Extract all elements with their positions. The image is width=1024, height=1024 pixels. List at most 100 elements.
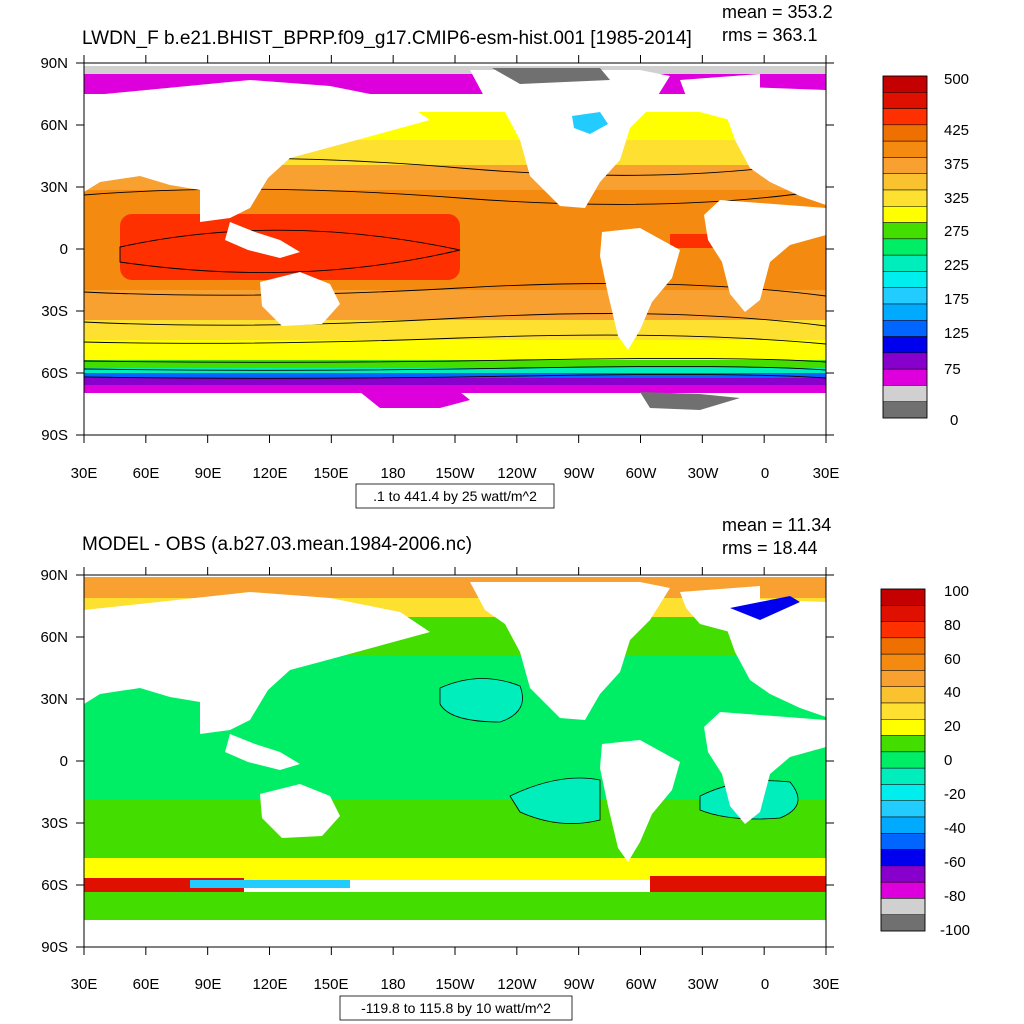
top-lon-label: 120W bbox=[497, 465, 537, 482]
top-zone-antarctic-purple bbox=[84, 378, 826, 386]
top-lon-label: 90E bbox=[195, 465, 222, 482]
top-land-south-america bbox=[600, 228, 680, 350]
bottom-zone-south-yellow bbox=[84, 858, 826, 880]
top-zone-south-green bbox=[84, 360, 826, 370]
bottom-colorbar-cell bbox=[880, 637, 926, 655]
bottom-colorbar-cell bbox=[880, 605, 926, 622]
bottom-lon-label: 60E bbox=[133, 976, 160, 993]
top-colorbar-label: 75 bbox=[944, 361, 961, 378]
bottom-colorbar-label: 20 bbox=[944, 718, 961, 735]
bottom-lon-labels: 30E 60E 90E 120E 150E 180 150W 120W 90W … bbox=[71, 976, 840, 993]
bottom-lon-label: 60W bbox=[626, 976, 658, 993]
bottom-colorbar-cell bbox=[880, 914, 926, 932]
top-colorbar-cell bbox=[882, 173, 928, 191]
top-subtitle: .1 to 441.4 by 25 watt/m^2 bbox=[373, 488, 537, 504]
top-lat-label: 60N bbox=[40, 117, 68, 134]
bottom-colorbar: 100 80 60 40 20 0 -20 -40 -60 -80 -100 bbox=[880, 583, 970, 939]
top-colorbar-label: 325 bbox=[944, 190, 969, 207]
top-colorbar-cell bbox=[882, 336, 928, 354]
bottom-lat-label: 30S bbox=[41, 815, 68, 832]
bottom-colorbar-cell bbox=[880, 800, 926, 818]
top-weddell-gray bbox=[640, 392, 740, 410]
top-lat-label: 30N bbox=[40, 179, 68, 196]
bottom-lon-label: 30E bbox=[71, 976, 98, 993]
bottom-lat-label: 90N bbox=[40, 567, 68, 584]
bottom-lon-label: 120W bbox=[497, 976, 537, 993]
top-colorbar-cell bbox=[882, 320, 928, 337]
bottom-land-north-america bbox=[470, 582, 670, 720]
top-zone-south-cyan bbox=[84, 368, 826, 374]
top-colorbar-label: 0 bbox=[950, 412, 958, 429]
top-colorbar-cell bbox=[882, 206, 928, 223]
top-colorbar: 500 425 375 325 275 225 175 125 75 0 bbox=[882, 71, 969, 429]
bottom-lon-label: 30W bbox=[688, 976, 720, 993]
bottom-lat-label: 60N bbox=[40, 629, 68, 646]
bottom-colorbar-label: 80 bbox=[944, 617, 961, 634]
top-colorbar-cell bbox=[882, 352, 928, 370]
axis-tick-marks bbox=[76, 55, 834, 443]
top-colorbar-cell bbox=[882, 254, 928, 272]
top-colorbar-cell bbox=[882, 124, 928, 142]
top-lon-label: 30W bbox=[688, 465, 720, 482]
bottom-lon-label: 150W bbox=[435, 976, 475, 993]
bottom-land-maritime bbox=[225, 734, 300, 770]
top-zone-south-gold bbox=[84, 320, 826, 342]
top-colorbar-cell bbox=[882, 108, 928, 126]
top-colorbar-cell bbox=[882, 303, 928, 321]
top-colorbar-cell bbox=[882, 140, 928, 158]
bottom-colorbar-cell bbox=[880, 833, 926, 850]
top-ross-sea-magenta bbox=[360, 392, 470, 408]
bottom-cyan-patch-north-pacific bbox=[439, 678, 523, 723]
top-land-eurasia bbox=[84, 80, 430, 222]
top-mean-label: mean = 353.2 bbox=[722, 2, 833, 22]
top-colorbar-cell bbox=[882, 222, 928, 240]
bottom-colorbar-label: 100 bbox=[944, 583, 969, 600]
top-lon-labels: 30E 60E 90E 120E 150E 180 150W 120W 90W … bbox=[71, 465, 840, 482]
top-lat-label: 90N bbox=[40, 55, 68, 72]
top-colorbar-cell bbox=[882, 368, 928, 386]
bottom-cyan-patch-south-pacific bbox=[509, 777, 601, 824]
bottom-colorbar-cell bbox=[880, 702, 926, 720]
bottom-blue-anomaly-arctic bbox=[730, 596, 800, 620]
bottom-lat-labels: 90N 60N 30N 0 30S 60S 90S bbox=[40, 567, 68, 956]
bottom-lon-label: 120E bbox=[252, 976, 287, 993]
bottom-map-field bbox=[84, 575, 826, 947]
top-zone-antarctic-magenta bbox=[84, 385, 826, 393]
bottom-zone-south-red-east bbox=[650, 876, 826, 894]
bottom-zone-antarctic-green bbox=[84, 892, 826, 922]
bottom-colorbar-cell bbox=[880, 751, 926, 769]
top-lon-label: 120E bbox=[252, 465, 287, 482]
top-zone-south-yellow bbox=[84, 340, 826, 362]
bottom-colorbar-label: -80 bbox=[944, 888, 966, 905]
top-map-field bbox=[84, 63, 826, 435]
bottom-colorbar-cell bbox=[880, 849, 926, 867]
top-colorbar-label: 225 bbox=[944, 257, 969, 274]
top-lon-label: 60E bbox=[133, 465, 160, 482]
bottom-zone-antarctic-blue bbox=[190, 880, 350, 888]
top-colorbar-cell bbox=[882, 238, 928, 256]
top-colorbar-cell bbox=[882, 271, 928, 288]
top-colorbar-label: 500 bbox=[944, 71, 969, 88]
top-zone-arctic-gray bbox=[84, 66, 826, 76]
top-land-africa bbox=[704, 200, 826, 312]
top-lon-label: 150E bbox=[313, 465, 348, 482]
top-rms-label: rms = 363.1 bbox=[722, 25, 818, 45]
bottom-lat-label: 60S bbox=[41, 877, 68, 894]
top-colorbar-cell bbox=[882, 75, 928, 93]
bottom-colorbar-label: 40 bbox=[944, 684, 961, 701]
axis-tick-marks bbox=[76, 567, 834, 955]
top-land-north-america bbox=[470, 70, 670, 208]
top-land-europe bbox=[720, 86, 826, 205]
top-lat-label: 30S bbox=[41, 303, 68, 320]
bottom-antarctic-white bbox=[84, 920, 826, 947]
bottom-colorbar-cell bbox=[880, 784, 926, 801]
bottom-lat-label: 90S bbox=[41, 939, 68, 956]
top-lat-labels: 90N 60N 30N 0 30S 60S 90S bbox=[40, 55, 68, 444]
top-lat-label: 60S bbox=[41, 365, 68, 382]
bottom-colorbar-labels: 100 80 60 40 20 0 -20 -40 -60 -80 -100 bbox=[940, 583, 970, 939]
top-colorbar-cell bbox=[882, 157, 928, 174]
top-colorbar-cell bbox=[882, 287, 928, 305]
bottom-colorbar-cell bbox=[880, 653, 926, 671]
bottom-mean-label: mean = 11.34 bbox=[722, 515, 831, 535]
